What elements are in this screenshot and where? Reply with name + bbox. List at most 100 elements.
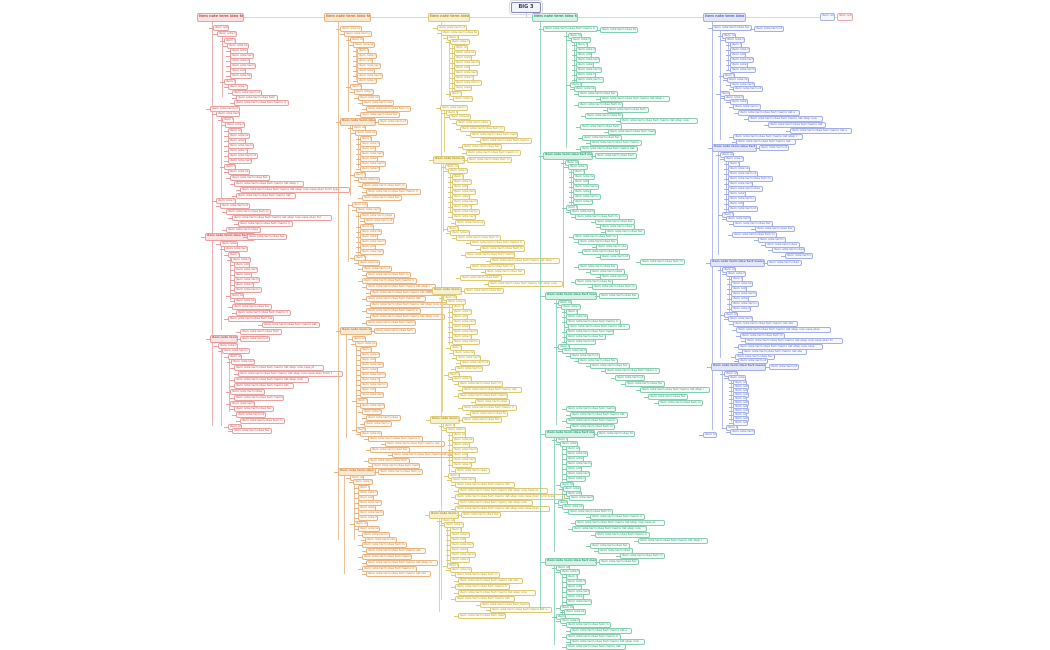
mindmap-node[interactable]: item note term idea fact memo list step …: [572, 526, 647, 532]
mindmap-node[interactable]: item note t: [358, 515, 378, 521]
mindmap-node[interactable]: item note: [454, 85, 472, 91]
mindmap-node[interactable]: item note term i: [364, 421, 392, 427]
mindmap-node[interactable]: item note term idea fact m: [566, 622, 611, 628]
mindmap-node[interactable]: item note te: [358, 177, 380, 183]
mindmap-node[interactable]: item note term idea fact memo: [362, 554, 412, 560]
mindmap-node[interactable]: item note term idea fact mem: [458, 613, 506, 619]
mindmap-node[interactable]: item note term: [566, 599, 592, 605]
mindmap-node[interactable]: item note term idea fact memo list step …: [575, 520, 665, 526]
mindmap-node[interactable]: item note term idea: [226, 227, 261, 233]
mindmap-node[interactable]: item note term idea fact memo li: [710, 259, 765, 267]
mindmap-node[interactable]: item note te: [355, 341, 377, 347]
mindmap-node[interactable]: item note te: [449, 114, 471, 120]
mindmap-node[interactable]: item note term idea fact: [374, 328, 416, 334]
mindmap-node[interactable]: item note term idea fact m: [732, 232, 777, 238]
mindmap-node[interactable]: item note term i: [733, 104, 761, 110]
mindmap-node[interactable]: item note term idea fact memo: [545, 430, 595, 438]
mindmap-node[interactable]: item note term idea fact m: [578, 102, 623, 108]
mindmap-node[interactable]: item note term idea fact m: [640, 259, 685, 265]
mindmap-node[interactable]: item note term idea: [456, 120, 491, 126]
mindmap-node[interactable]: item note term idea fact memo li: [455, 584, 510, 590]
mindmap-node[interactable]: item note te: [234, 298, 256, 304]
mindmap-node[interactable]: item note term idea fact m: [467, 157, 512, 163]
mindmap-node[interactable]: item note term idea fact memo list step …: [234, 181, 304, 187]
mindmap-node[interactable]: item note term idea fact m: [455, 572, 500, 578]
mindmap-node[interactable]: item note term idea fact memo: [480, 138, 532, 144]
mindmap-node[interactable]: item note term idea: [772, 247, 805, 253]
mindmap-node[interactable]: item note term idea fact m: [378, 469, 423, 475]
mindmap-node[interactable]: item note term idea fac: [230, 175, 270, 181]
mindmap-node[interactable]: item note term: [228, 158, 252, 164]
mindmap-node[interactable]: item note term idea fac: [648, 394, 688, 400]
mindmap-node[interactable]: item note term idea fact memo list: [366, 548, 426, 554]
mindmap-node[interactable]: item note t: [225, 122, 245, 128]
mindmap-node[interactable]: item note t: [228, 84, 248, 90]
mindmap-node[interactable]: item note term idea fact me: [228, 316, 274, 322]
mindmap-node[interactable]: item note term id: [759, 145, 789, 151]
mindmap-node[interactable]: item note term idea fac: [360, 112, 400, 118]
mindmap-node[interactable]: item note term id: [220, 203, 250, 209]
mindmap-node[interactable]: item note te: [358, 260, 380, 266]
mindmap-node[interactable]: item note term i: [785, 253, 813, 259]
mindmap-node[interactable]: item note term idea fact memo list: [736, 139, 796, 145]
mindmap-node[interactable]: item note term ide: [433, 156, 465, 164]
mindmap-node[interactable]: item note term idea fact memo li: [590, 514, 645, 520]
mindmap-node[interactable]: item note term idea fac: [247, 234, 287, 240]
mindmap-node[interactable]: item note term idea fact m: [460, 126, 505, 132]
mindmap-node[interactable]: item note te: [358, 526, 380, 532]
mindmap-node[interactable]: item note t: [566, 476, 586, 482]
mindmap-node[interactable]: item note term idea fac: [755, 226, 795, 232]
mindmap-node[interactable]: item not: [703, 432, 717, 438]
mindmap-node[interactable]: item note term idea fa: [600, 27, 638, 33]
mindmap-node[interactable]: item note term idea fact memo: [458, 393, 508, 399]
mindmap-node[interactable]: item note term idea fact memo list step …: [640, 387, 710, 393]
mindmap-node[interactable]: item note: [213, 25, 229, 31]
mindmap-node[interactable]: item note te: [228, 169, 250, 175]
mindmap-node[interactable]: item note term idea fact memo list step …: [234, 377, 309, 383]
mindmap-node[interactable]: item note term i: [222, 348, 250, 354]
mindmap-node[interactable]: item note term idea fact: [607, 107, 649, 113]
mindmap-node[interactable]: item note term id: [600, 254, 630, 260]
mindmap-node[interactable]: item note term: [216, 111, 240, 117]
branch-root-yellow[interactable]: item note term idea fa: [428, 13, 470, 22]
mindmap-node[interactable]: item note term idea fac: [370, 447, 410, 453]
mindmap-node[interactable]: item note term idea fa: [470, 411, 508, 417]
branch-root-orange[interactable]: item note term idea fact: [324, 13, 371, 22]
mindmap-node[interactable]: item note term idea fact memo: [545, 292, 597, 300]
mindmap-node[interactable]: item note term idea fact memo list s: [738, 110, 800, 116]
mindmap-node[interactable]: item note term idea fact memo li: [238, 221, 293, 227]
mindmap-node[interactable]: item note te: [355, 130, 377, 136]
mindmap-node[interactable]: item note term idea fact memo: [566, 418, 618, 424]
mindmap-node[interactable]: item note term idea fact memo list: [366, 296, 426, 302]
mindmap-node[interactable]: item note term idea fa: [585, 113, 623, 119]
mindmap-node[interactable]: item note term id: [733, 86, 763, 92]
mindmap-node[interactable]: item note term idea: [230, 389, 265, 395]
mindmap-node[interactable]: item note term id: [754, 26, 784, 32]
mindmap-node[interactable]: item note term id: [236, 412, 266, 418]
mindmap-node[interactable]: item note t: [353, 479, 373, 485]
mindmap-node[interactable]: item note term idea fact memo list: [455, 482, 515, 488]
mindmap-node[interactable]: item note term idea: [475, 399, 510, 405]
mindmap-node[interactable]: item note te: [353, 42, 375, 48]
mindmap-node[interactable]: item note term idea fact: [240, 329, 282, 335]
mindmap-node[interactable]: item note term idea fact mem: [470, 132, 518, 138]
mindmap-node[interactable]: item note term: [356, 207, 381, 213]
mindmap-node[interactable]: item note term idea fact memo: [366, 320, 416, 326]
mindmap-node[interactable]: item note te: [230, 73, 252, 79]
mindmap-node[interactable]: item note term id: [455, 220, 485, 226]
legend-node[interactable]: item not: [837, 13, 853, 21]
mindmap-node[interactable]: item note term: [360, 403, 385, 409]
mindmap-node[interactable]: item note term ide: [362, 100, 394, 106]
mindmap-node[interactable]: item note term ide: [340, 327, 372, 335]
mindmap-node[interactable]: item note term idea fact m: [458, 381, 503, 387]
mindmap-node[interactable]: item note term idea fac: [733, 221, 773, 227]
mindmap-node[interactable]: item note term idea fact memo list step …: [745, 338, 843, 344]
mindmap-node[interactable]: item note term i: [210, 335, 238, 343]
mindmap-node[interactable]: item note term i: [600, 274, 628, 280]
mindmap-node[interactable]: item note term idea fact memo list step …: [638, 538, 708, 544]
branch-root-blue[interactable]: item note term idea fa: [703, 13, 746, 22]
mindmap-node[interactable]: item note term idea: [767, 260, 802, 266]
mindmap-node[interactable]: item note term id: [460, 360, 490, 366]
mindmap-node[interactable]: item note term idea fact memo list: [580, 146, 638, 152]
mindmap-node[interactable]: item note term idea fact memo li: [362, 278, 417, 284]
